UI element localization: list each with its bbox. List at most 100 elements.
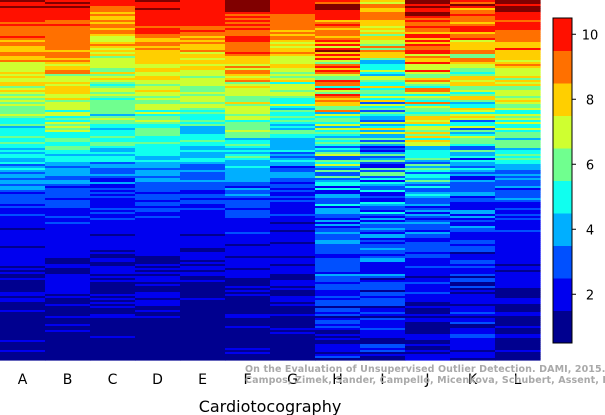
heatmap-cell	[45, 296, 91, 299]
heatmap-cell	[405, 148, 451, 151]
heatmap-cell	[405, 122, 451, 125]
heatmap-cell	[180, 230, 226, 233]
heatmap-cell	[360, 352, 406, 355]
heatmap-cell	[405, 64, 451, 67]
heatmap-cell	[495, 248, 541, 251]
heatmap-cell	[495, 224, 541, 227]
heatmap-cell	[45, 70, 91, 73]
heatmap-cell	[225, 192, 271, 195]
heatmap-cell	[0, 180, 46, 183]
heatmap-cell	[405, 326, 451, 329]
heatmap-cell	[90, 298, 136, 301]
heatmap-cell	[45, 44, 91, 47]
heatmap-cell	[360, 302, 406, 305]
heatmap-cell	[450, 112, 496, 115]
heatmap-cell	[90, 132, 136, 135]
heatmap-cell	[270, 52, 316, 55]
heatmap-cell	[270, 192, 316, 195]
heatmap-cell	[450, 38, 496, 41]
heatmap-cell	[360, 32, 406, 35]
heatmap-cell	[180, 48, 226, 51]
heatmap-cell	[0, 210, 46, 213]
heatmap-cell	[180, 314, 226, 317]
heatmap-cell	[180, 302, 226, 305]
heatmap-cell	[0, 176, 46, 179]
heatmap-cell	[45, 344, 91, 347]
heatmap-cell	[180, 270, 226, 273]
heatmap-cell	[270, 184, 316, 187]
heatmap-cell	[45, 190, 91, 193]
heatmap-cell	[0, 342, 46, 345]
heatmap-cell	[360, 166, 406, 169]
heatmap-cell	[135, 340, 181, 343]
heatmap-cell	[450, 340, 496, 343]
heatmap-cell	[495, 292, 541, 295]
heatmap-cell	[270, 40, 316, 43]
heatmap-cell	[360, 312, 406, 315]
heatmap-cell	[315, 34, 361, 37]
heatmap-cell	[270, 188, 316, 191]
heatmap-cell	[225, 76, 271, 79]
heatmap-cell	[495, 128, 541, 131]
heatmap-cell	[405, 56, 451, 59]
heatmap-cell	[90, 168, 136, 171]
heatmap-cell	[270, 214, 316, 217]
heatmap-cell	[270, 240, 316, 243]
heatmap-cell	[450, 346, 496, 349]
heatmap-cell	[135, 310, 181, 313]
heatmap-cell	[90, 78, 136, 81]
heatmap-cell	[90, 40, 136, 43]
heatmap-cell	[450, 350, 496, 353]
heatmap-cell	[270, 246, 316, 249]
heatmap-cell	[450, 228, 496, 231]
heatmap-cell	[495, 312, 541, 315]
heatmap-cell	[180, 254, 226, 257]
heatmap-cell	[315, 132, 361, 135]
heatmap-cell	[360, 78, 406, 81]
heatmap-cell	[135, 74, 181, 77]
heatmap-cell	[450, 12, 496, 15]
heatmap-cell	[180, 218, 226, 221]
heatmap-cell	[225, 286, 271, 289]
heatmap-cell	[495, 340, 541, 343]
heatmap-cell	[0, 344, 46, 347]
heatmap-cell	[45, 302, 91, 305]
heatmap-cell	[90, 176, 136, 179]
heatmap-cell	[450, 318, 496, 321]
heatmap-cell	[45, 336, 91, 339]
heatmap-cell	[180, 4, 226, 7]
heatmap-cell	[450, 152, 496, 155]
heatmap-cell	[270, 120, 316, 123]
heatmap-cell	[225, 130, 271, 133]
heatmap-cell	[45, 130, 91, 133]
heatmap-cell	[270, 38, 316, 41]
heatmap-cell	[180, 2, 226, 5]
heatmap-cell	[270, 158, 316, 161]
heatmap-cell	[45, 354, 91, 357]
heatmap-cell	[315, 180, 361, 183]
heatmap-cell	[450, 354, 496, 357]
heatmap-cell	[225, 2, 271, 5]
heatmap-cell	[90, 106, 136, 109]
heatmap-cell	[225, 220, 271, 223]
heatmap-cell	[225, 202, 271, 205]
heatmap-cell	[225, 108, 271, 111]
heatmap-cell	[315, 14, 361, 17]
heatmap-cell	[135, 276, 181, 279]
heatmap-cell	[45, 140, 91, 143]
heatmap-cell	[450, 226, 496, 229]
heatmap-cell	[135, 98, 181, 101]
heatmap-cell	[135, 236, 181, 239]
heatmap-cell	[360, 178, 406, 181]
heatmap-cell	[405, 230, 451, 233]
heatmap-cell	[0, 244, 46, 247]
heatmap-cell	[180, 84, 226, 87]
heatmap-cell	[225, 74, 271, 77]
heatmap-cell	[315, 262, 361, 265]
heatmap-cell	[0, 234, 46, 237]
heatmap-cell	[405, 136, 451, 139]
heatmap-cell	[90, 340, 136, 343]
heatmap-cell	[495, 308, 541, 311]
heatmap-cell	[90, 70, 136, 73]
heatmap-cell	[0, 32, 46, 35]
